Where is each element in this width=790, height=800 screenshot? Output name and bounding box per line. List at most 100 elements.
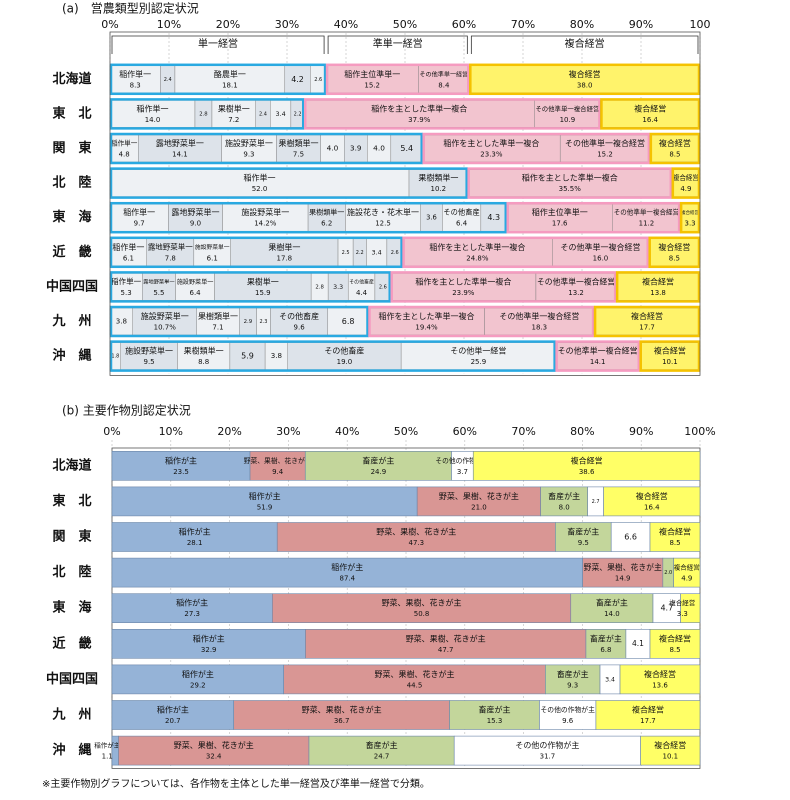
segment-label: 野菜、果樹、花きが主 (174, 740, 254, 750)
segment-value: 9.6 (562, 717, 574, 725)
x-tick-label: 40% (334, 18, 358, 31)
x-tick-label: 0% (101, 18, 118, 31)
segment-label: 果樹類単一 (418, 173, 458, 183)
bar-segment (146, 238, 195, 267)
segment-value: 4.9 (681, 575, 692, 583)
chart-title: (a) 営農類型別認定状況 (62, 1, 199, 16)
segment-value: 12.5 (375, 220, 391, 228)
group-frame (615, 271, 701, 303)
segment-value: 3.4 (372, 248, 382, 256)
segment-label: 稲作単一 (119, 69, 151, 79)
segment-value: 9.3 (243, 151, 254, 159)
group-frame (422, 132, 651, 165)
segment-label: その他畜産 (324, 346, 364, 356)
bar-segment (214, 273, 312, 301)
segment-value: 6.2 (321, 220, 332, 228)
group-frame (109, 271, 391, 303)
bar-segment (540, 486, 588, 517)
segment-label: 稲作を主とした準単一複合 (522, 173, 618, 183)
segment-value: 23.5 (173, 468, 189, 476)
group-frame (467, 167, 673, 199)
segment-value: 4.9 (680, 185, 691, 193)
segment-label: 野菜、果樹、花きが主 (244, 456, 312, 465)
segment-label: 野菜、果樹、花きが主 (376, 527, 456, 537)
bar-segment (284, 65, 311, 94)
segment-value: 32.4 (206, 753, 222, 761)
bar-segment (111, 628, 306, 659)
segment-value: 8.4 (438, 81, 450, 89)
segment-value: 3.3 (677, 610, 688, 618)
bar-segment (174, 65, 286, 94)
segment-value: 2.3 (260, 319, 268, 325)
segment-label: 複合経営 (644, 669, 676, 679)
segment-value: 19.4% (415, 324, 438, 332)
segment-label: 施設野菜単一 (195, 243, 230, 251)
segment-label: その他の作物が主 (515, 740, 579, 750)
segment-value: 3.6 (426, 214, 437, 222)
segment-value: 3.3 (684, 220, 695, 228)
segment-label: 施設野菜単一 (141, 311, 189, 321)
segment-label: 稲作単一 (123, 207, 155, 217)
bar-segment (649, 628, 701, 659)
segment-label: 複合経営 (642, 276, 674, 286)
segment-value: 20.7 (165, 717, 181, 725)
bar-segment (305, 628, 587, 659)
segment-value: 35.5% (559, 185, 582, 193)
segment-label: 複合経営 (636, 491, 668, 501)
segment-label: 稲作を主とした準単一複合 (415, 276, 511, 286)
bar-segment (308, 735, 455, 766)
segment-label: 野菜、果樹、花きが主 (375, 669, 455, 679)
segment-value: 8.5 (669, 539, 680, 547)
group-frame (648, 236, 701, 269)
segment-value: 9.7 (134, 220, 145, 228)
segment-label: その他畜産 (279, 311, 319, 321)
x-tick-label: 40% (335, 425, 359, 438)
bar-segment (111, 557, 583, 588)
segment-value: 4.2 (291, 75, 304, 84)
segment-label: 稲作が主 (249, 491, 281, 501)
segment-value: 4.4 (356, 289, 368, 297)
segment-label: その他の作物が主 (541, 705, 596, 714)
segment-label: 稲作を主とした準単一複合 (379, 311, 475, 321)
segment-value: 5.4 (400, 144, 413, 153)
segment-value: 50.8 (414, 610, 430, 618)
segment-label: 稲作を主とした準単一複合 (371, 103, 467, 113)
bar-segment (453, 735, 641, 766)
bar-segment (249, 450, 306, 481)
segment-value: 5.3 (121, 289, 132, 297)
segment-label: その他準単一複合経営 (614, 208, 679, 217)
group-frame (109, 340, 556, 372)
segment-value: 2.8 (199, 111, 208, 117)
segment-value: 10.1 (663, 753, 679, 761)
segment-value: 24.7 (374, 753, 390, 761)
segment-value: 10.9 (560, 116, 576, 124)
segment-label: 施設野菜単一 (177, 278, 214, 286)
plot-frame (109, 31, 701, 376)
category-label: 近 畿 (52, 244, 91, 260)
segment-value: 17.7 (640, 717, 656, 725)
segment-label: 稲作単一 (112, 242, 144, 252)
segment-value: 5.5 (153, 289, 164, 297)
group-frame (469, 63, 701, 96)
bar-segment (582, 557, 664, 588)
segment-value: 10.1 (662, 358, 678, 366)
bar-segment (400, 342, 556, 370)
segment-label: その他準単一複合経営 (565, 138, 645, 148)
segment-label: 稲作単一 (136, 103, 168, 113)
segment-value: 2.9 (244, 319, 253, 325)
bar-segment (304, 450, 452, 481)
x-tick-label: 20% (217, 425, 241, 438)
segment-value: 27.3 (184, 610, 200, 618)
bar-segment (671, 169, 701, 197)
segment-label: 畜産が主 (362, 455, 394, 465)
segment-value: 2.6 (391, 250, 399, 256)
segment-value: 19.0 (337, 358, 353, 366)
segment-value: 14.0 (604, 610, 620, 618)
segment-value: 3.4 (275, 110, 285, 118)
segment-value: 3.4 (605, 676, 615, 683)
category-label: 東 海 (52, 209, 91, 225)
segment-label: 畜産が主 (478, 705, 510, 715)
group-frame (671, 167, 701, 199)
bar-segment (612, 203, 681, 232)
